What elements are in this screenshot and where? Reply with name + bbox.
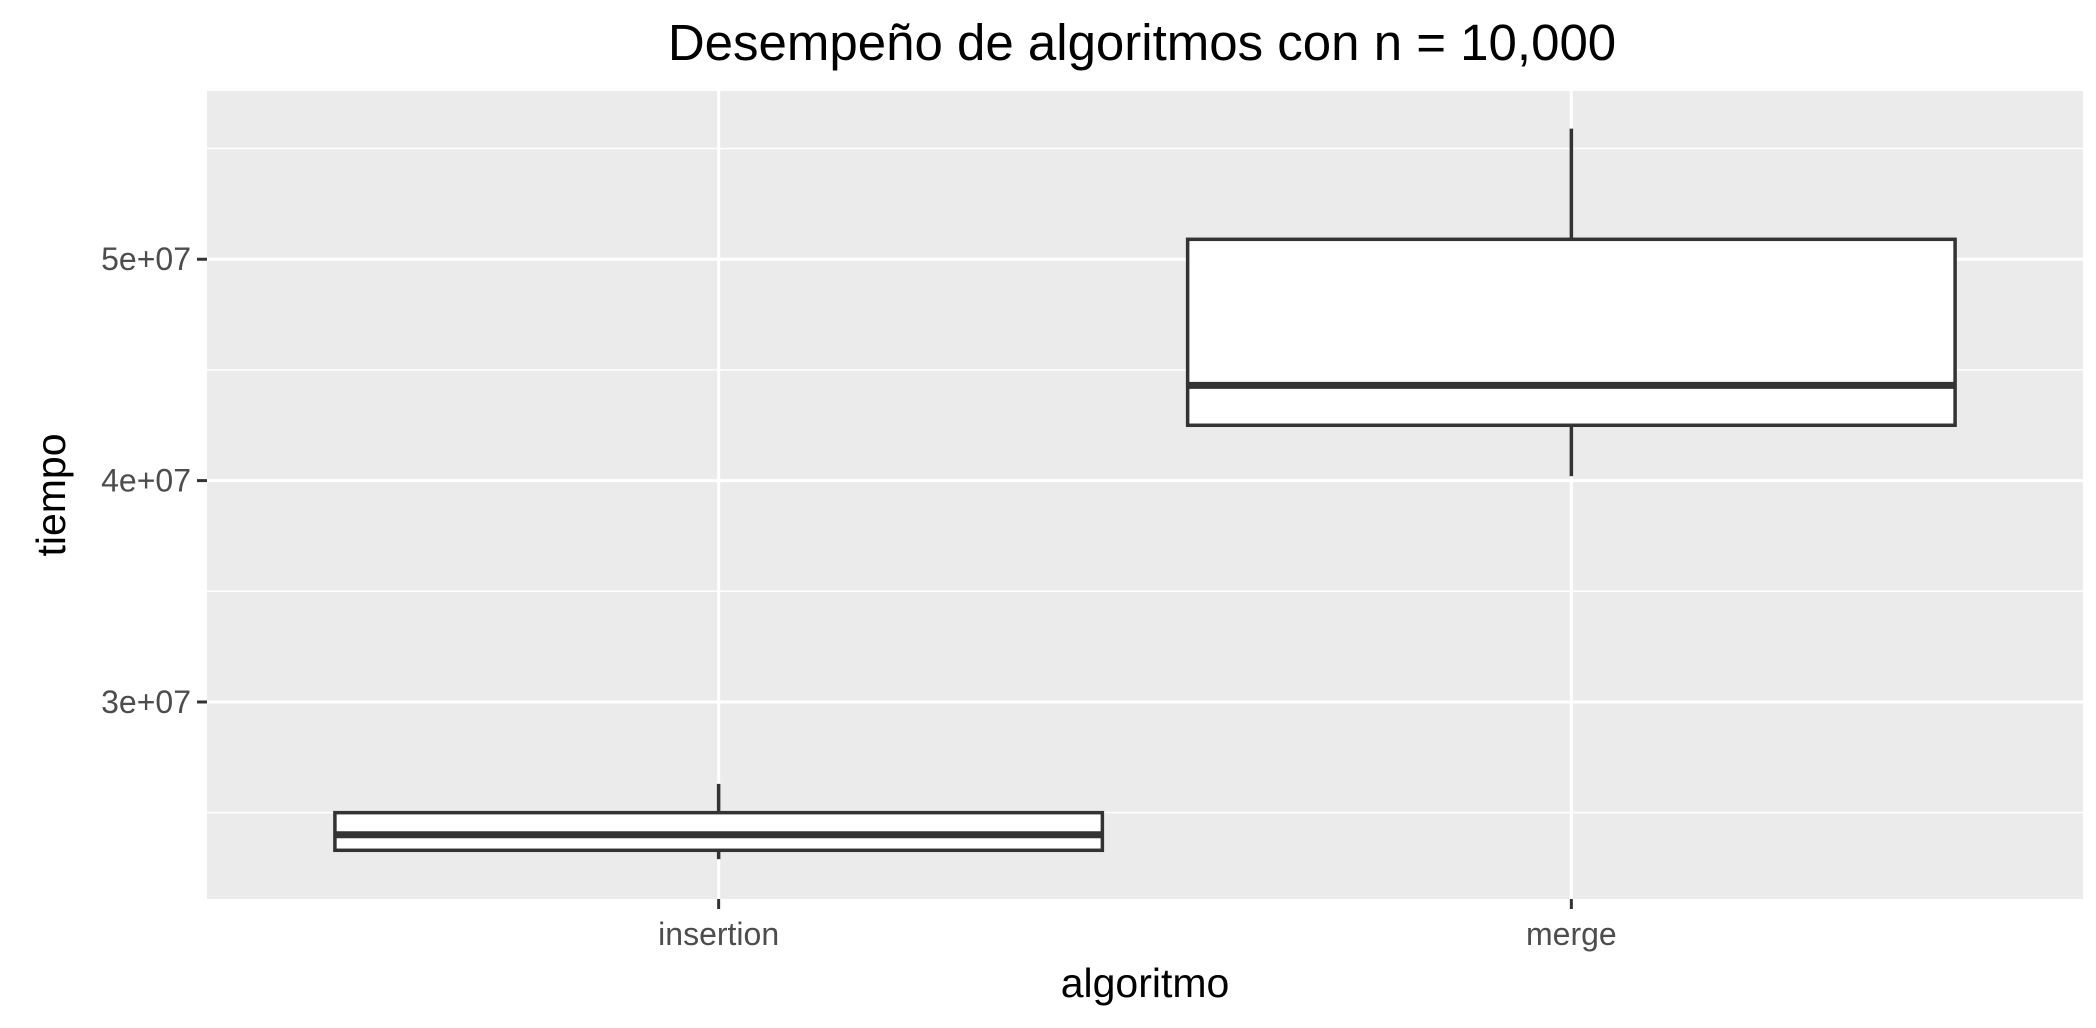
chart-title: Desempeño de algoritmos con n = 10,000 (668, 14, 1616, 71)
y-axis-title: tiempo (28, 433, 74, 556)
x-tick-label: merge (1526, 916, 1617, 952)
box-iqr (1185, 237, 1957, 428)
grid-lines (207, 91, 2083, 899)
box-merge (1185, 128, 1957, 477)
box-insertion (333, 783, 1105, 860)
boxes (333, 128, 1957, 860)
x-axis: insertion merge (658, 899, 1617, 952)
plot-panel (207, 91, 2083, 899)
y-tick-label: 5e+07 (101, 241, 191, 277)
y-axis: 3e+07 4e+07 5e+07 (101, 241, 207, 720)
y-tick-label: 4e+07 (101, 463, 191, 499)
x-tick-label: insertion (658, 916, 779, 952)
y-tick-label: 3e+07 (101, 684, 191, 720)
x-axis-title: algoritmo (1061, 960, 1230, 1006)
